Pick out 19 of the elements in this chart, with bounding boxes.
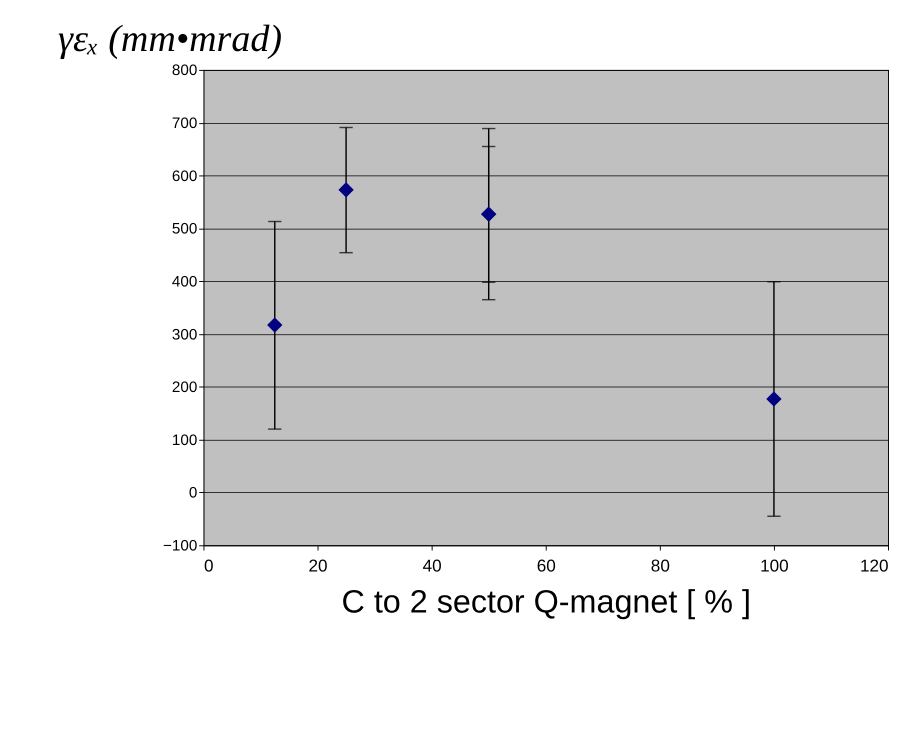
y-tick-label: −100 bbox=[163, 538, 198, 555]
y-tick-label: 600 bbox=[172, 168, 198, 185]
x-axis-title: C to 2 sector Q-magnet [ % ] bbox=[342, 583, 751, 620]
y-tick-label: 800 bbox=[172, 62, 198, 80]
y-tick-label: 100 bbox=[172, 432, 198, 449]
x-tick-label: 100 bbox=[760, 556, 789, 576]
y-tick-label: 400 bbox=[172, 273, 198, 290]
x-tick-label: 120 bbox=[860, 556, 889, 576]
x-tick-label: 80 bbox=[650, 556, 670, 576]
y-axis-title: γεₓ (mm•mrad) bbox=[58, 18, 282, 60]
y-tick-label: 500 bbox=[172, 220, 198, 238]
x-tick-label: 60 bbox=[536, 556, 556, 576]
y-tick-label: 0 bbox=[188, 484, 198, 502]
y-tick-label: 300 bbox=[172, 326, 198, 344]
y-tick-label: 200 bbox=[172, 379, 198, 396]
x-tick-label: 40 bbox=[422, 556, 442, 576]
y-tick-label: 700 bbox=[172, 114, 198, 132]
x-tick-label: 0 bbox=[204, 556, 214, 576]
x-tick-label: 20 bbox=[308, 556, 328, 576]
